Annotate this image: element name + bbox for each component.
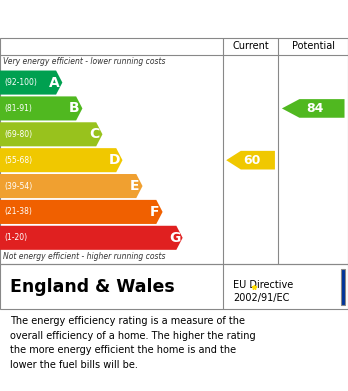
Text: F: F (150, 205, 159, 219)
Text: B: B (69, 101, 80, 115)
Polygon shape (0, 174, 143, 198)
Polygon shape (226, 151, 275, 169)
Text: (1-20): (1-20) (4, 233, 27, 242)
Text: EU Directive: EU Directive (233, 280, 293, 290)
Text: (21-38): (21-38) (4, 207, 32, 217)
Text: (81-91): (81-91) (4, 104, 32, 113)
Text: Energy Efficiency Rating: Energy Efficiency Rating (10, 11, 232, 27)
Text: Potential: Potential (292, 41, 335, 52)
Polygon shape (0, 70, 62, 95)
Text: G: G (169, 231, 180, 245)
Polygon shape (0, 97, 82, 120)
Polygon shape (0, 122, 102, 146)
Text: E: E (130, 179, 139, 193)
Text: 2002/91/EC: 2002/91/EC (233, 293, 290, 303)
Text: C: C (89, 127, 100, 141)
Bar (341, 269, 345, 305)
Polygon shape (0, 200, 163, 224)
Text: 84: 84 (306, 102, 324, 115)
Text: (69-80): (69-80) (4, 130, 32, 139)
Polygon shape (0, 148, 122, 172)
Text: A: A (49, 75, 60, 90)
Text: (55-68): (55-68) (4, 156, 32, 165)
Text: The energy efficiency rating is a measure of the
overall efficiency of a home. T: The energy efficiency rating is a measur… (10, 316, 256, 370)
Text: Very energy efficient - lower running costs: Very energy efficient - lower running co… (3, 57, 166, 66)
Text: Not energy efficient - higher running costs: Not energy efficient - higher running co… (3, 252, 166, 261)
Text: (92-100): (92-100) (4, 78, 37, 87)
Text: 60: 60 (243, 154, 261, 167)
Text: Current: Current (232, 41, 269, 52)
Text: (39-54): (39-54) (4, 181, 32, 190)
Polygon shape (282, 99, 345, 118)
Polygon shape (0, 226, 183, 250)
Text: England & Wales: England & Wales (10, 278, 175, 296)
Text: D: D (109, 153, 120, 167)
